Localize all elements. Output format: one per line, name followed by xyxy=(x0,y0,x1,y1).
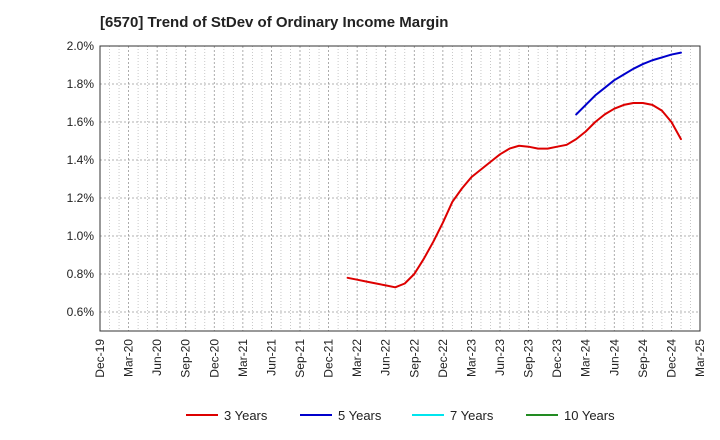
legend-label: 3 Years xyxy=(224,408,268,423)
x-tick-label: Jun-21 xyxy=(264,339,278,376)
x-tick-label: Sep-21 xyxy=(293,339,307,378)
x-tick-label: Jun-20 xyxy=(150,339,164,376)
x-tick-label: Dec-23 xyxy=(550,339,564,378)
chart-title: [6570] Trend of StDev of Ordinary Income… xyxy=(100,14,449,31)
series-line xyxy=(346,102,682,289)
x-tick-label: Sep-20 xyxy=(179,339,193,378)
y-tick-label: 0.6% xyxy=(67,305,95,319)
x-tick-label: Mar-24 xyxy=(579,339,593,377)
y-tick-label: 1.0% xyxy=(67,229,95,243)
legend-label: 5 Years xyxy=(338,408,382,423)
y-tick-label: 1.2% xyxy=(67,191,95,205)
x-tick-label: Jun-22 xyxy=(379,339,393,376)
x-tick-label: Mar-21 xyxy=(236,339,250,377)
y-tick-label: 0.8% xyxy=(67,267,95,281)
x-tick-label: Mar-22 xyxy=(350,339,364,377)
x-tick-label: Jun-23 xyxy=(493,339,507,376)
x-tick-label: Dec-19 xyxy=(93,339,107,378)
x-tick-label: Mar-23 xyxy=(464,339,478,377)
y-tick-label: 2.0% xyxy=(67,39,95,53)
x-tick-label: Sep-23 xyxy=(522,339,536,378)
legend-label: 7 Years xyxy=(450,408,494,423)
x-tick-label: Mar-20 xyxy=(122,339,136,377)
x-tick-label: Dec-24 xyxy=(664,339,678,378)
x-tick-label: Dec-20 xyxy=(207,339,221,378)
series-line xyxy=(575,51,682,116)
y-tick-label: 1.8% xyxy=(67,77,95,91)
x-tick-label: Dec-21 xyxy=(322,339,336,378)
y-tick-label: 1.4% xyxy=(67,153,95,167)
plot-frame xyxy=(99,45,701,332)
x-tick-label: Sep-24 xyxy=(636,339,650,378)
x-tick-label: Jun-24 xyxy=(607,339,621,376)
y-tick-label: 1.6% xyxy=(67,115,95,129)
x-tick-label: Dec-22 xyxy=(436,339,450,378)
x-tick-label: Mar-25 xyxy=(693,339,707,377)
x-tick-label: Sep-22 xyxy=(407,339,421,378)
legend-label: 10 Years xyxy=(564,408,615,423)
